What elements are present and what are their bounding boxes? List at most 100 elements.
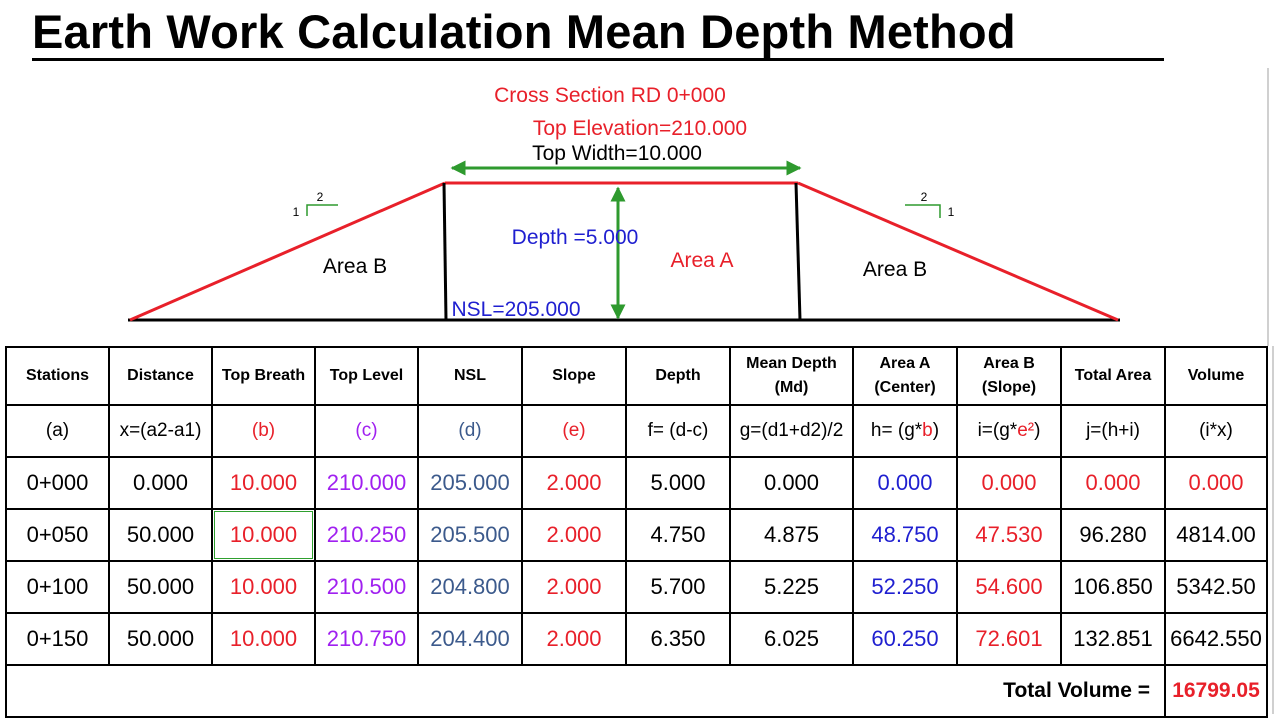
right-slope-horizontal-label: 2 [921,190,928,204]
table-cell: 4814.00 [1164,508,1268,562]
nsl-label: NSL=205.000 [451,298,580,321]
formula-cell: x=(a2-a1) [108,404,213,458]
table-cell: 204.800 [417,560,523,614]
table-cell: 210.250 [314,508,419,562]
table-row: 0+100 50.000 10.000 210.500 204.800 2.00… [5,560,1268,614]
table-cell: 210.500 [314,560,419,614]
formula-cell: (b) [211,404,316,458]
table-cell: 6.025 [729,612,854,666]
frame-border-right-lower [1272,346,1274,714]
formula-cell: g=(d1+d2)/2 [729,404,854,458]
header-row: Stations Distance Top Breath Top Level N… [5,346,1268,406]
table-cell: 48.750 [852,508,958,562]
table-cell: 0.000 [956,456,1062,510]
table-cell: 50.000 [108,612,213,666]
table-cell: 5.000 [625,456,731,510]
table-cell: 5342.50 [1164,560,1268,614]
header-cell: Stations [5,346,110,406]
table-cell: 60.250 [852,612,958,666]
formula-cell: f= (d-c) [625,404,731,458]
table-cell: 106.850 [1060,560,1166,614]
table-cell: 0+050 [5,508,110,562]
table-cell: 0+150 [5,612,110,666]
area-b-left-label: Area B [323,255,387,278]
formula-cell: (a) [5,404,110,458]
table-cell: 6642.550 [1164,612,1268,666]
total-volume-value: 16799.05 [1164,664,1268,718]
table-cell: 0.000 [1060,456,1166,510]
header-cell: Top Level [314,346,419,406]
header-cell: Slope [521,346,627,406]
formula-cell: h= (g*b) [852,404,958,458]
area-b-right-label: Area B [863,258,927,281]
table-cell: 2.000 [521,560,627,614]
formula-cell: (d) [417,404,523,458]
formula-cell: i=(g*e²) [956,404,1062,458]
cross-section-diagram: 1 2 1 2 Cross Section RD 0+000 Top Eleva… [128,84,1120,322]
formula-part: h= (g* [870,420,923,441]
table-cell: 96.280 [1060,508,1166,562]
total-volume-label: Total Volume = [5,664,1166,718]
table-cell: 0+100 [5,560,110,614]
formula-cell: (i*x) [1164,404,1268,458]
table-cell: 50.000 [108,508,213,562]
table-cell: 205.000 [417,456,523,510]
table-cell: 72.601 [956,612,1062,666]
table-cell: 50.000 [108,560,213,614]
table-cell: 204.400 [417,612,523,666]
area-a-label: Area A [670,249,733,272]
table-cell: 0.000 [852,456,958,510]
table-row: 0+150 50.000 10.000 210.750 204.400 2.00… [5,612,1268,666]
left-slope-vertical-label: 1 [293,205,300,219]
table-cell: 54.600 [956,560,1062,614]
table-row: 0+000 0.000 10.000 210.000 205.000 2.000… [5,456,1268,510]
formula-row: (a) x=(a2-a1) (b) (c) (d) (e) f= (d-c) g… [5,404,1268,458]
left-slope-indicator [306,204,338,216]
table-cell: 4.875 [729,508,854,562]
right-slope-indicator [905,204,941,218]
frame-border-right [1267,68,1269,346]
header-cell: Top Breath [211,346,316,406]
header-cell: Depth [625,346,731,406]
table-cell: 210.750 [314,612,419,666]
table-cell: 5.700 [625,560,731,614]
header-cell: Total Area [1060,346,1166,406]
header-cell: NSL [417,346,523,406]
table-cell: 2.000 [521,456,627,510]
cross-section-label: Cross Section RD 0+000 [494,84,726,107]
depth-label: Depth =5.000 [512,226,639,249]
right-slope-vertical-label: 1 [948,205,955,219]
formula-part: i=(g* [977,420,1018,441]
table-cell: 47.530 [956,508,1062,562]
table-cell: 4.750 [625,508,731,562]
header-cell: Volume [1164,346,1268,406]
table-cell: 10.000 [211,612,316,666]
formula-cell: (e) [521,404,627,458]
table-cell: 6.350 [625,612,731,666]
header-cell: Area B (Slope) [956,346,1062,406]
left-slope-line [129,181,446,322]
table-cell: 205.500 [417,508,523,562]
table-cell: 10.000 [211,456,316,510]
title-underline [32,58,1164,61]
table-cell: 10.000 [211,560,316,614]
table-cell: 0.000 [108,456,213,510]
table-cell: 2.000 [521,612,627,666]
table-cell: 52.250 [852,560,958,614]
header-cell: Area A (Center) [852,346,958,406]
page-title: Earth Work Calculation Mean Depth Method [32,5,1016,58]
left-vertical-line [442,182,448,321]
table-cell: 0.000 [1164,456,1268,510]
right-slope-line [797,181,1119,322]
table-row: 0+050 50.000 10.000 210.250 205.500 2.00… [5,508,1268,562]
formula-cell: j=(h+i) [1060,404,1166,458]
earthwork-table: Stations Distance Top Breath Top Level N… [5,346,1268,718]
header-cell: Distance [108,346,213,406]
top-elevation-label: Top Elevation=210.000 [533,117,747,140]
top-width-label: Top Width=10.000 [532,142,702,165]
table-cell: 210.000 [314,456,419,510]
total-row: Total Volume = 16799.05 [5,664,1268,718]
formula-var: e² [1017,420,1035,441]
header-cell: Mean Depth (Md) [729,346,854,406]
formula-cell: (c) [314,404,419,458]
